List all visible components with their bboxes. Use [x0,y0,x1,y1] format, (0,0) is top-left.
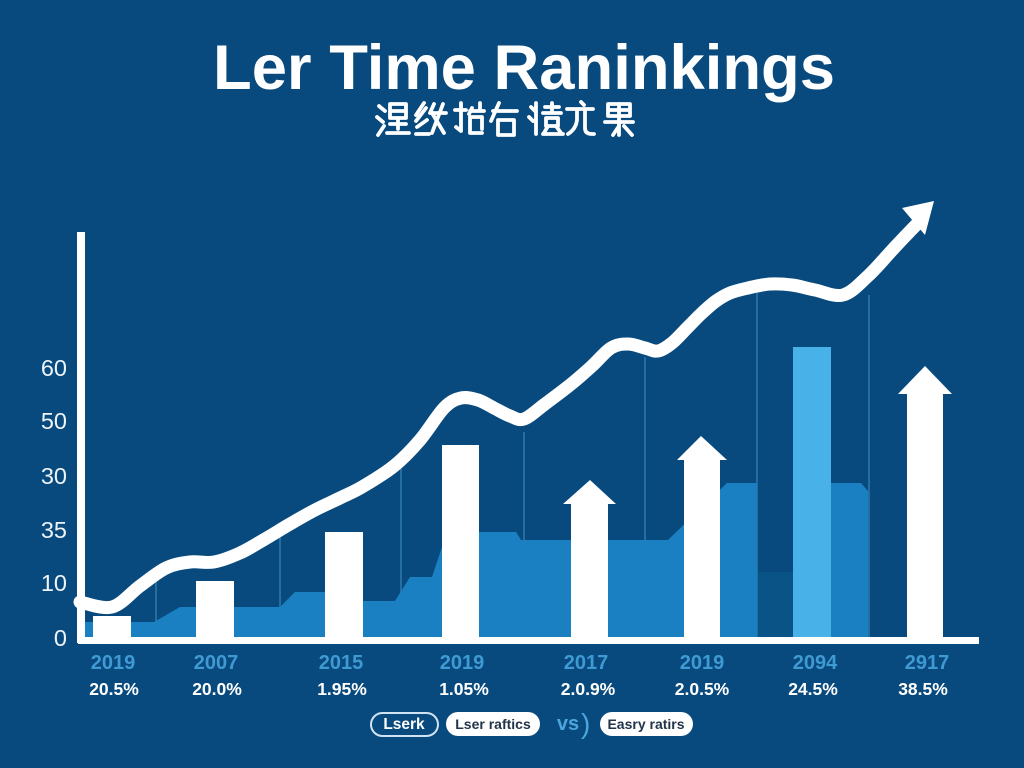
svg-text:60: 60 [41,355,67,381]
svg-text:2015: 2015 [319,652,364,674]
svg-text:Lser raftics: Lser raftics [455,716,531,732]
svg-text:2.0.9%: 2.0.9% [561,679,616,699]
svg-text:50: 50 [41,408,67,434]
svg-text:2007: 2007 [194,652,239,674]
svg-text:38.5%: 38.5% [898,679,948,699]
svg-text:vs: vs [557,713,579,735]
svg-text:2017: 2017 [564,652,609,674]
svg-text:2094: 2094 [793,652,838,674]
svg-text:2.0.5%: 2.0.5% [675,679,730,699]
svg-text:1.05%: 1.05% [439,679,489,699]
svg-text:): ) [581,708,590,739]
svg-text:2019: 2019 [440,652,485,674]
svg-text:35: 35 [41,517,67,543]
svg-text:20.0%: 20.0% [192,679,242,699]
svg-text:Ler Time Raninkings: Ler Time Raninkings [213,33,835,103]
svg-text:30: 30 [41,463,67,489]
svg-text:24.5%: 24.5% [788,679,838,699]
svg-text:20.5%: 20.5% [89,679,139,699]
svg-text:Easry ratirs: Easry ratirs [607,716,684,732]
svg-text:1.95%: 1.95% [317,679,367,699]
svg-text:2019: 2019 [680,652,725,674]
svg-text:0: 0 [54,625,67,651]
svg-text:Lserk: Lserk [383,716,425,733]
svg-text:2019: 2019 [91,652,136,674]
svg-text:10: 10 [41,570,67,596]
svg-text:2917: 2917 [905,652,950,674]
